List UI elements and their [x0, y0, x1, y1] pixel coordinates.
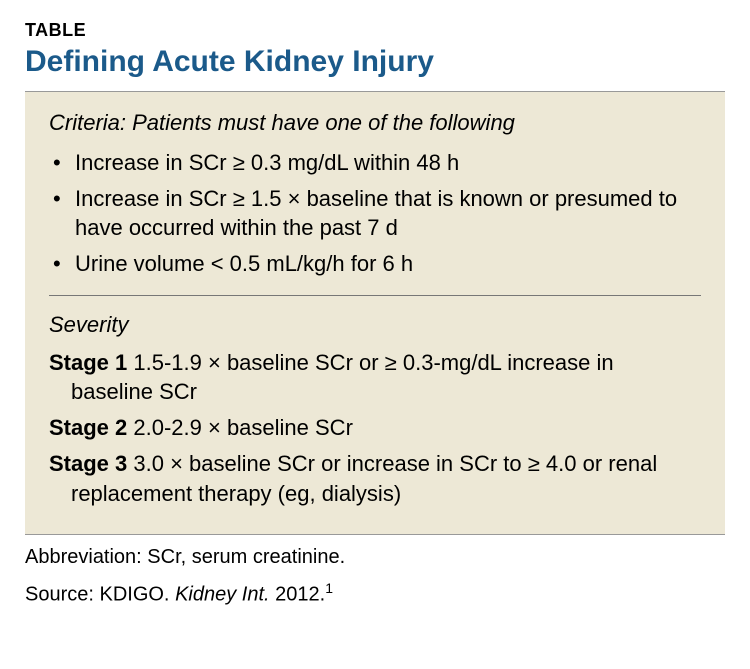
source-suffix: 2012.	[270, 584, 326, 606]
stage-text: 1.5-1.9 × baseline SCr or ≥ 0.3-mg/dL in…	[71, 350, 614, 405]
stage-label: Stage 3	[49, 451, 127, 476]
source-reference: 1	[325, 580, 333, 596]
content-box: Criteria: Patients must have one of the …	[25, 91, 725, 535]
severity-header: Severity	[49, 312, 701, 338]
criteria-item: Increase in SCr ≥ 1.5 × baseline that is…	[53, 184, 701, 243]
stage-row: Stage 3 3.0 × baseline SCr or increase i…	[49, 449, 701, 508]
stage-text: 2.0-2.9 × baseline SCr	[127, 415, 353, 440]
source-italic: Kidney Int.	[175, 584, 270, 606]
abbreviation-footnote: Abbreviation: SCr, serum creatinine.	[25, 543, 725, 571]
stage-text: 3.0 × baseline SCr or increase in SCr to…	[71, 451, 657, 506]
source-footnote: Source: KDIGO. Kidney Int. 2012.1	[25, 579, 725, 609]
criteria-item: Increase in SCr ≥ 0.3 mg/dL within 48 h	[53, 148, 701, 178]
stage-row: Stage 1 1.5-1.9 × baseline SCr or ≥ 0.3-…	[49, 348, 701, 407]
stage-label: Stage 1	[49, 350, 127, 375]
stage-row: Stage 2 2.0-2.9 × baseline SCr	[49, 413, 701, 443]
source-prefix: Source: KDIGO.	[25, 584, 175, 606]
table-label: TABLE	[25, 20, 725, 41]
stage-label: Stage 2	[49, 415, 127, 440]
criteria-list: Increase in SCr ≥ 0.3 mg/dL within 48 h …	[49, 148, 701, 279]
criteria-item: Urine volume < 0.5 mL/kg/h for 6 h	[53, 249, 701, 279]
table-title: Defining Acute Kidney Injury	[25, 45, 725, 79]
section-divider	[49, 295, 701, 296]
criteria-header: Criteria: Patients must have one of the …	[49, 110, 701, 136]
